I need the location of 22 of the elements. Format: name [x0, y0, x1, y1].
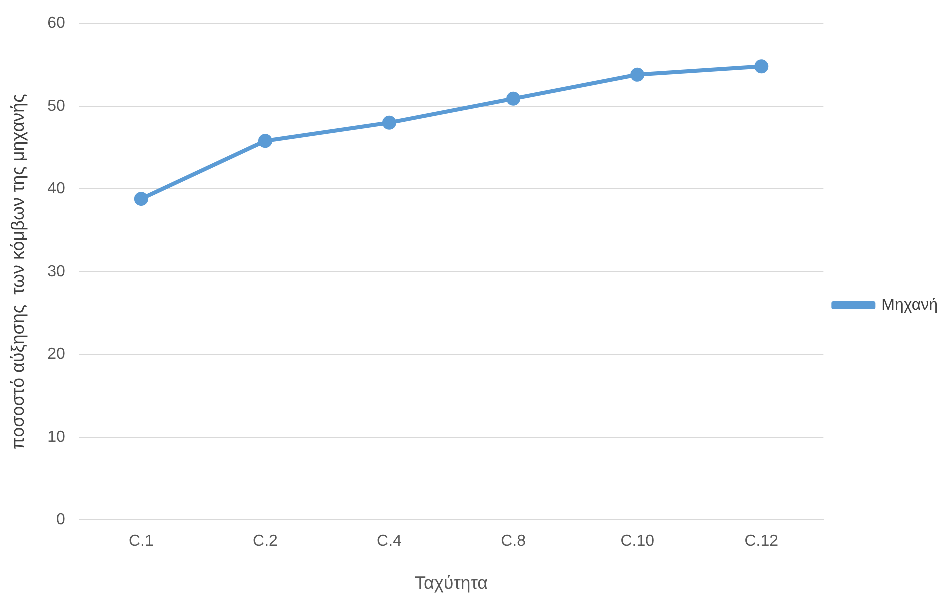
point	[506, 92, 521, 106]
point	[754, 60, 769, 74]
x-tick-label: C.2	[253, 533, 278, 550]
legend-label: Μηχανή	[882, 296, 938, 314]
y-tick-label: 30	[48, 263, 66, 280]
y-tick-label: 20	[48, 346, 66, 364]
x-tick-label: C.1	[128, 533, 154, 550]
y-tick-label: 50	[48, 98, 66, 115]
point	[382, 116, 397, 130]
x-tick-label: C.4	[377, 533, 402, 550]
x-axis-title: Ταχύτητα	[414, 573, 488, 594]
y-tick-label: 10	[48, 428, 66, 446]
y-axis-title: ποσοστό αύξησης των κόμβων της μηχανής	[8, 94, 28, 450]
point	[630, 68, 645, 82]
y-tick-label: 40	[48, 180, 66, 198]
y-tick-label: 0	[56, 512, 66, 529]
x-tick-label: C.8	[501, 533, 526, 550]
point	[258, 134, 272, 148]
x-tick-label: C.10	[620, 533, 655, 550]
x-tick-label: C.12	[744, 533, 779, 550]
y-tick-label: 60	[48, 15, 66, 32]
point	[134, 192, 148, 206]
